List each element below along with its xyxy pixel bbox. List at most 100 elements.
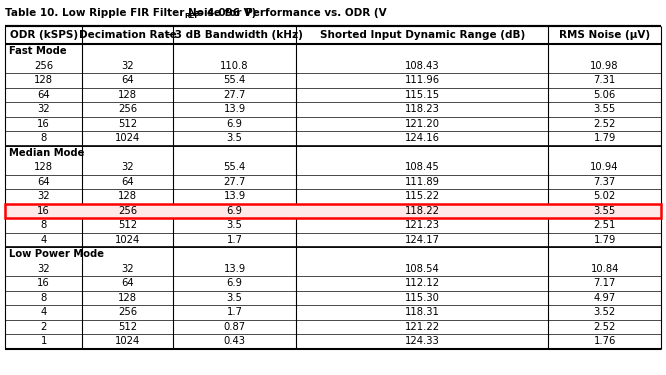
Text: 6.9: 6.9 — [226, 119, 242, 129]
Text: 13.9: 13.9 — [224, 191, 246, 201]
Text: 121.23: 121.23 — [405, 220, 440, 230]
Text: 8: 8 — [41, 133, 47, 143]
Text: 3.5: 3.5 — [226, 293, 242, 303]
Text: 111.96: 111.96 — [405, 75, 440, 85]
Text: 115.30: 115.30 — [405, 293, 440, 303]
Text: 1.76: 1.76 — [593, 336, 616, 346]
Text: RMS Noise (μV): RMS Noise (μV) — [559, 30, 650, 40]
Text: Decimation Rate: Decimation Rate — [79, 30, 176, 40]
Text: 128: 128 — [118, 191, 137, 201]
Text: = 4.096 V): = 4.096 V) — [190, 8, 256, 18]
Text: 6.9: 6.9 — [226, 278, 242, 288]
Text: 112.12: 112.12 — [405, 278, 440, 288]
Text: 10.94: 10.94 — [590, 162, 619, 172]
Text: 10.98: 10.98 — [590, 61, 619, 71]
Text: 2: 2 — [41, 322, 47, 332]
Text: 512: 512 — [118, 322, 137, 332]
Text: 8: 8 — [41, 293, 47, 303]
Text: 121.22: 121.22 — [405, 322, 440, 332]
Text: 16: 16 — [37, 278, 50, 288]
Text: 512: 512 — [118, 220, 137, 230]
Text: 118.22: 118.22 — [405, 206, 440, 216]
Text: 4: 4 — [41, 235, 47, 245]
Text: 1.7: 1.7 — [226, 235, 242, 245]
Text: 110.8: 110.8 — [220, 61, 249, 71]
Text: 27.7: 27.7 — [223, 90, 246, 100]
Text: 32: 32 — [37, 191, 50, 201]
Text: 16: 16 — [37, 119, 50, 129]
Text: 1.7: 1.7 — [226, 307, 242, 317]
Text: Table 10. Low Ripple FIR Filter Noise for Performance vs. ODR (V: Table 10. Low Ripple FIR Filter Noise fo… — [5, 8, 387, 18]
Text: REF: REF — [184, 13, 200, 19]
Text: 64: 64 — [37, 90, 50, 100]
Text: 108.43: 108.43 — [405, 61, 440, 71]
Text: 118.31: 118.31 — [405, 307, 440, 317]
Text: 115.15: 115.15 — [405, 90, 440, 100]
Text: 128: 128 — [34, 75, 53, 85]
Text: 0.43: 0.43 — [224, 336, 246, 346]
Text: 108.54: 108.54 — [405, 264, 440, 274]
Text: Low Power Mode: Low Power Mode — [9, 249, 104, 259]
Text: 13.9: 13.9 — [224, 104, 246, 114]
Text: 32: 32 — [121, 61, 134, 71]
Text: 3.52: 3.52 — [593, 307, 615, 317]
Text: 7.31: 7.31 — [593, 75, 615, 85]
Text: 55.4: 55.4 — [224, 75, 246, 85]
Text: Fast Mode: Fast Mode — [9, 46, 67, 56]
Text: 4.97: 4.97 — [593, 293, 615, 303]
Text: 1.79: 1.79 — [593, 133, 616, 143]
Text: 5.02: 5.02 — [593, 191, 615, 201]
Text: −3 dB Bandwidth (kHz): −3 dB Bandwidth (kHz) — [166, 30, 303, 40]
Text: 124.33: 124.33 — [405, 336, 440, 346]
Text: 5.06: 5.06 — [593, 90, 615, 100]
Bar — [5, 204, 661, 218]
Text: 1024: 1024 — [115, 235, 141, 245]
Text: 124.17: 124.17 — [405, 235, 440, 245]
Text: 8: 8 — [41, 220, 47, 230]
Text: 124.16: 124.16 — [405, 133, 440, 143]
Text: 108.45: 108.45 — [405, 162, 440, 172]
Text: 512: 512 — [118, 119, 137, 129]
Text: 32: 32 — [37, 104, 50, 114]
Text: 256: 256 — [118, 104, 137, 114]
Text: 2.52: 2.52 — [593, 119, 616, 129]
Text: 128: 128 — [34, 162, 53, 172]
Text: 1024: 1024 — [115, 336, 141, 346]
Text: 256: 256 — [34, 61, 53, 71]
Text: 55.4: 55.4 — [224, 162, 246, 172]
Text: 64: 64 — [121, 278, 134, 288]
Text: 64: 64 — [121, 75, 134, 85]
Text: 6.9: 6.9 — [226, 206, 242, 216]
Text: 16: 16 — [37, 206, 50, 216]
Text: 3.5: 3.5 — [226, 133, 242, 143]
Text: 1: 1 — [41, 336, 47, 346]
Text: 3.5: 3.5 — [226, 220, 242, 230]
Text: 121.20: 121.20 — [405, 119, 440, 129]
Text: 2.52: 2.52 — [593, 322, 616, 332]
Text: 128: 128 — [118, 293, 137, 303]
Text: 115.22: 115.22 — [405, 191, 440, 201]
Text: 118.23: 118.23 — [405, 104, 440, 114]
Text: 256: 256 — [118, 307, 137, 317]
Text: 27.7: 27.7 — [223, 177, 246, 187]
Text: 3.55: 3.55 — [593, 206, 615, 216]
Text: 32: 32 — [37, 264, 50, 274]
Text: 256: 256 — [118, 206, 137, 216]
Text: 4: 4 — [41, 307, 47, 317]
Text: Median Mode: Median Mode — [9, 148, 85, 158]
Text: 111.89: 111.89 — [405, 177, 440, 187]
Text: 1.79: 1.79 — [593, 235, 616, 245]
Text: 2.51: 2.51 — [593, 220, 616, 230]
Text: ODR (kSPS): ODR (kSPS) — [9, 30, 78, 40]
Text: 64: 64 — [37, 177, 50, 187]
Text: 32: 32 — [121, 162, 134, 172]
Text: 128: 128 — [118, 90, 137, 100]
Text: Shorted Input Dynamic Range (dB): Shorted Input Dynamic Range (dB) — [320, 30, 525, 40]
Text: 64: 64 — [121, 177, 134, 187]
Text: 7.37: 7.37 — [593, 177, 615, 187]
Text: 0.87: 0.87 — [224, 322, 246, 332]
Text: 32: 32 — [121, 264, 134, 274]
Text: 7.17: 7.17 — [593, 278, 616, 288]
Text: 3.55: 3.55 — [593, 104, 615, 114]
Text: 10.84: 10.84 — [590, 264, 619, 274]
